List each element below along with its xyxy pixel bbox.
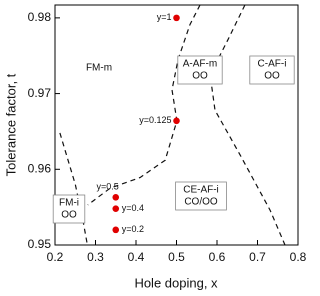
- x-axis-title: Hole doping, x: [134, 275, 218, 290]
- phase-label: FM-m: [86, 63, 112, 74]
- x-tick-label: 0.7: [249, 250, 266, 264]
- x-tick-label: 0.8: [290, 250, 307, 264]
- phase-boundary: [59, 132, 88, 246]
- point-label: y=0.2: [122, 224, 144, 234]
- chart: Hole doping, x Tolerance factor, t 0.2 0.…: [3, 4, 307, 290]
- phase-label: OO: [192, 71, 208, 82]
- point-label: y=0.5: [96, 182, 118, 192]
- data-point: [173, 14, 180, 22]
- point-label: y=0.125: [139, 115, 171, 125]
- data-point: [112, 226, 120, 234]
- x-tick-label: 0.6: [209, 250, 226, 264]
- phase-label-box: [52, 194, 86, 224]
- phase-boundary: [209, 4, 286, 246]
- data-point: [112, 205, 120, 212]
- phase-label: CO/OO: [184, 197, 218, 208]
- phase-label: FM-i: [59, 198, 79, 209]
- y-tick-label: 0.97: [28, 86, 52, 100]
- point-label: y=1: [157, 12, 172, 22]
- data-point: [173, 117, 180, 125]
- y-tick-label: 0.98: [28, 10, 52, 24]
- phase-label-box: [175, 181, 227, 211]
- phase-label: OO: [264, 71, 280, 82]
- x-tick-label: 0.3: [87, 250, 104, 264]
- x-tick-label: 0.4: [128, 250, 145, 264]
- x-tick-label: 0.2: [47, 250, 64, 264]
- point-label: y=0.4: [122, 203, 144, 213]
- phase-label: A-AF-m: [183, 59, 217, 70]
- phase-label: CE-AF-i: [183, 185, 219, 196]
- phase-label: C-AF-i: [258, 59, 287, 70]
- y-tick-label: 0.96: [28, 161, 52, 175]
- phase-label-box: [249, 55, 295, 85]
- data-point: [112, 194, 120, 201]
- y-axis-title: Tolerance factor, t: [3, 73, 18, 176]
- phase-boundary: [87, 4, 201, 206]
- phase-label-box: [177, 55, 223, 85]
- x-tick-label: 0.5: [168, 250, 185, 264]
- y-tick-label: 0.95: [28, 237, 52, 251]
- phase-label: OO: [61, 210, 77, 221]
